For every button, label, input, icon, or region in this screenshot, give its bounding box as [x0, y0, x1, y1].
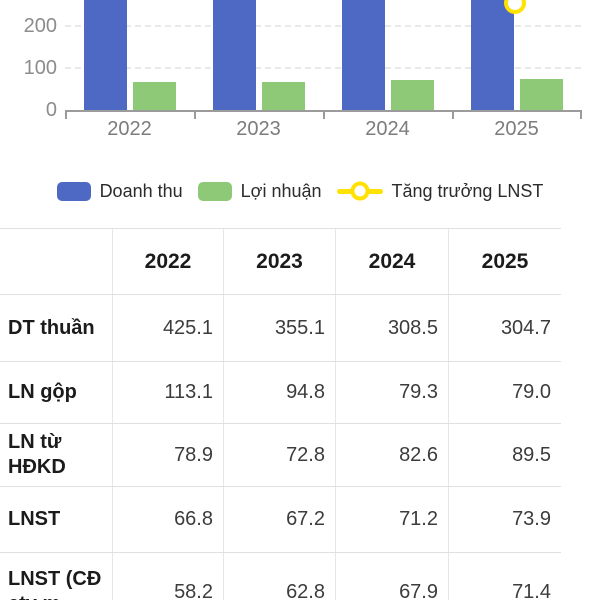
profit-bar-2025[interactable]	[519, 78, 563, 110]
table-row: LNST (CĐ cty m 58.262.867.971.4	[0, 552, 561, 600]
cell-value: 79.3	[335, 362, 448, 423]
growth-line-point-2025[interactable]	[503, 0, 526, 14]
cell-value: 308.5	[335, 295, 448, 361]
row-label: LNST (CĐ cty m	[8, 568, 102, 600]
table-row: LN gộp 113.1 94.8 79.3 79.0	[0, 361, 561, 423]
legend-ring	[350, 181, 370, 201]
legend-label: Lợi nhuận	[240, 180, 322, 201]
row-label: LNST	[8, 508, 61, 530]
row-label: LN từ HĐKD	[8, 431, 66, 478]
cell-value: 82.6	[335, 424, 448, 486]
x-axis-tick-mark	[580, 110, 582, 119]
revenue-profit-bar-chart: 0 100 200 2022 2023 2024 2025	[0, 0, 600, 165]
cell-value: 78.9	[112, 424, 223, 486]
x-axis-tick-mark	[452, 110, 454, 119]
revenue-bar-2022[interactable]	[83, 0, 127, 110]
table-year-header-2023: 2023	[223, 229, 335, 294]
x-axis-tick-mark	[323, 110, 325, 119]
table-year-header-2022: 2022	[112, 229, 223, 294]
y-axis-tick-label: 100	[23, 57, 57, 79]
y-axis-tick-label: 0	[45, 99, 57, 121]
cell-value: 425.1	[112, 295, 223, 361]
profit-bar-2024[interactable]	[390, 80, 434, 110]
gridline	[65, 25, 581, 27]
legend-bar-swatch-icon	[197, 181, 232, 201]
cell-value: 355.1	[223, 295, 335, 361]
x-axis-label-2023: 2023	[236, 118, 281, 140]
profit-bar-2022[interactable]	[132, 81, 176, 110]
table-row: LN từ HĐKD 78.9 72.8 82.6 89.5	[0, 423, 561, 486]
table-row: DT thuần 425.1 355.1 308.5 304.7	[0, 294, 561, 361]
profit-bar-2023[interactable]	[261, 81, 305, 110]
x-axis-tick-mark	[194, 110, 196, 119]
legend-line-circle-icon	[336, 181, 383, 201]
cell-value: 304.7	[448, 295, 561, 361]
cell-value: 94.8	[223, 362, 335, 423]
financial-results-table: 2022 2023 2024 2025 DT thuần 425.1 355.1 308.5 3…	[0, 228, 561, 600]
table-row: LNST 66.8 67.2 71.2 73.9	[0, 486, 561, 552]
cell-value: 58.2	[112, 553, 223, 600]
cell-value: 62.8	[223, 553, 335, 600]
table-year-header-2025: 2025	[448, 229, 561, 294]
legend-bar-swatch-icon	[56, 181, 91, 201]
table-corner-cell	[0, 229, 112, 294]
cell-value: 67.9	[335, 553, 448, 600]
revenue-bar-2024[interactable]	[341, 0, 385, 110]
table-header-row: 2022 2023 2024 2025	[0, 228, 561, 294]
chart-legend: Doanh thu Lợi nhuận Tăng trưởng LNST	[0, 176, 600, 206]
legend-label: Doanh thu	[99, 180, 183, 201]
cell-value: 113.1	[112, 362, 223, 423]
row-label: DT thuần	[8, 316, 95, 339]
revenue-bar-2023[interactable]	[212, 0, 256, 110]
row-label: LN gộp	[8, 381, 77, 403]
cell-value: 71.4	[448, 553, 561, 600]
x-axis-label-2022: 2022	[107, 118, 152, 140]
x-axis-label-2024: 2024	[365, 118, 410, 140]
legend-item-growth[interactable]: Tăng trưởng LNST	[336, 180, 544, 202]
x-axis-label-2025: 2025	[494, 118, 539, 140]
cell-value: 73.9	[448, 487, 561, 552]
cell-value: 71.2	[335, 487, 448, 552]
cell-value: 66.8	[112, 487, 223, 552]
cell-value: 79.0	[448, 362, 561, 423]
table-year-header-2024: 2024	[335, 229, 448, 294]
cell-value: 67.2	[223, 487, 335, 552]
legend-item-lợi-nhuận[interactable]: Lợi nhuận	[197, 180, 322, 202]
cell-value: 72.8	[223, 424, 335, 486]
revenue-bar-2025[interactable]	[470, 0, 514, 110]
legend-item-doanh-thu[interactable]: Doanh thu	[56, 180, 183, 202]
gridline	[65, 67, 581, 69]
legend-label: Tăng trưởng LNST	[391, 180, 544, 201]
y-axis-tick-label: 200	[23, 15, 57, 37]
cell-value: 89.5	[448, 424, 561, 486]
x-axis-tick-mark	[65, 110, 67, 119]
